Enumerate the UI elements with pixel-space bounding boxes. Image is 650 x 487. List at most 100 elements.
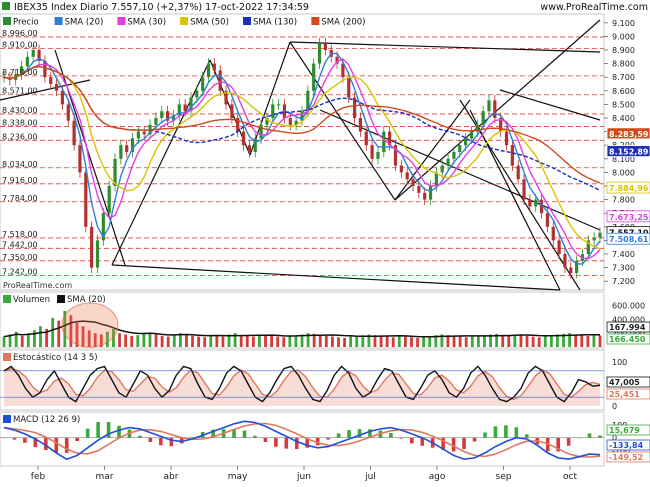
candle-body [218,70,222,91]
macd-histogram-bar [54,437,59,453]
candle-body [539,199,544,214]
level-label: 8.430,00 [2,106,38,115]
volume-bar [81,326,85,347]
macd-histogram-bar [138,435,142,438]
candle-body [171,115,176,121]
month-label: jun [296,472,311,482]
candle-body [452,152,456,159]
volume-bar [324,335,328,347]
candle-body [259,124,263,139]
volume-bar [172,335,176,347]
volume-bar [391,337,395,347]
value-tag-sma50 [606,181,650,194]
volume-bar [434,335,438,347]
volume-sma-tag [606,321,650,333]
macd-histogram-bar [159,437,163,446]
candle-body [364,131,368,146]
candle-body [393,145,398,166]
candle-body [25,56,29,67]
volume-bar [507,335,511,347]
chart-title: IBEX35 Index Diario 7.557,10 (+2,37%) 17… [14,2,309,13]
macd-histogram-bar [75,437,79,442]
month-label: sep [496,472,512,482]
month-label: ago [429,472,446,482]
volume-bar [294,335,298,347]
volume-bar [69,315,73,347]
volume-bar [306,333,310,347]
macd-line-tag [606,439,650,451]
candle-body [177,104,181,116]
candle-body [446,158,450,166]
price-tick-label: 8.000 [612,168,635,177]
volume-bar [337,337,340,347]
volume-bar [556,334,559,347]
volume-bar [422,336,426,347]
volume-bar [531,336,535,347]
macd-histogram-bar [441,437,445,451]
value-tag-label-sma130: 8.152,89 [609,148,649,157]
sma30-line [3,58,601,259]
brand-label[interactable]: www.ProRealTime.com [540,2,648,13]
month-label: may [228,472,248,482]
volume-highlight [61,302,119,348]
candle-body [206,63,211,78]
candle-body [265,118,269,125]
candle-body [481,111,485,125]
candle-body [417,186,421,193]
candle-body [201,77,205,91]
volume-bar [549,335,553,347]
macd-histogram-bar [85,428,90,438]
volume-tick-label: 600.000 [612,301,645,310]
macd-histogram-bar [12,437,17,440]
candle-body [107,186,111,214]
volume-bar [598,335,602,347]
candle-body [428,186,433,200]
legend-label: SMA (200) [321,18,365,28]
volume-bar [458,336,462,347]
macd-histogram-bar [566,437,571,446]
macd-histogram-bar [253,435,257,438]
level-label: 7.784,00 [2,194,38,203]
candle-body [347,77,351,98]
volume-sma-line [3,320,600,338]
macd-signal-tag [606,451,650,463]
price-legend: Precio SMA (20) SMA (30) SMA (50) SMA (130) S… [3,17,366,28]
legend-swatch [180,17,189,25]
volume-bar [410,337,413,347]
candle-body [557,240,561,254]
trend-line [499,89,601,121]
candle-body [434,172,438,186]
volume-bar [373,335,377,347]
volume-bar [221,336,225,347]
trend-line [0,79,91,101]
macd-legend: MACD (12 26 9) [3,415,80,425]
candle-body [312,63,316,91]
volume-bar [191,335,194,347]
candle-body [306,90,310,112]
macd-hist-tag [606,424,650,436]
volume-bar [580,335,584,347]
stochastic-legend: Estocástico (14 3 5) [3,353,98,363]
volume-bar [355,335,359,347]
candle-body [90,226,94,268]
candle-body [475,124,479,132]
volume-bar [379,335,383,347]
volume-bar [154,334,158,347]
level-label: 7.442,00 [2,240,38,249]
price-tick-label: 7.200 [612,277,635,286]
macd-histogram-bar [64,437,69,453]
candle-body [504,131,509,146]
candle-body [31,50,35,57]
volume-bar [63,310,67,347]
volume-bar [45,328,48,347]
legend-swatch [3,353,11,361]
volume-bar [403,336,407,347]
level-label: 7.242,00 [2,267,38,276]
volume-bar [495,333,499,347]
header: IBEX35 Index Diario 7.557,10 (+2,37%) 17… [2,2,648,290]
macd-hist-tag-label: 15,679 [609,426,640,435]
volume-bar [574,334,578,347]
trend-line [469,109,561,291]
macd-histogram-bar [336,433,341,438]
